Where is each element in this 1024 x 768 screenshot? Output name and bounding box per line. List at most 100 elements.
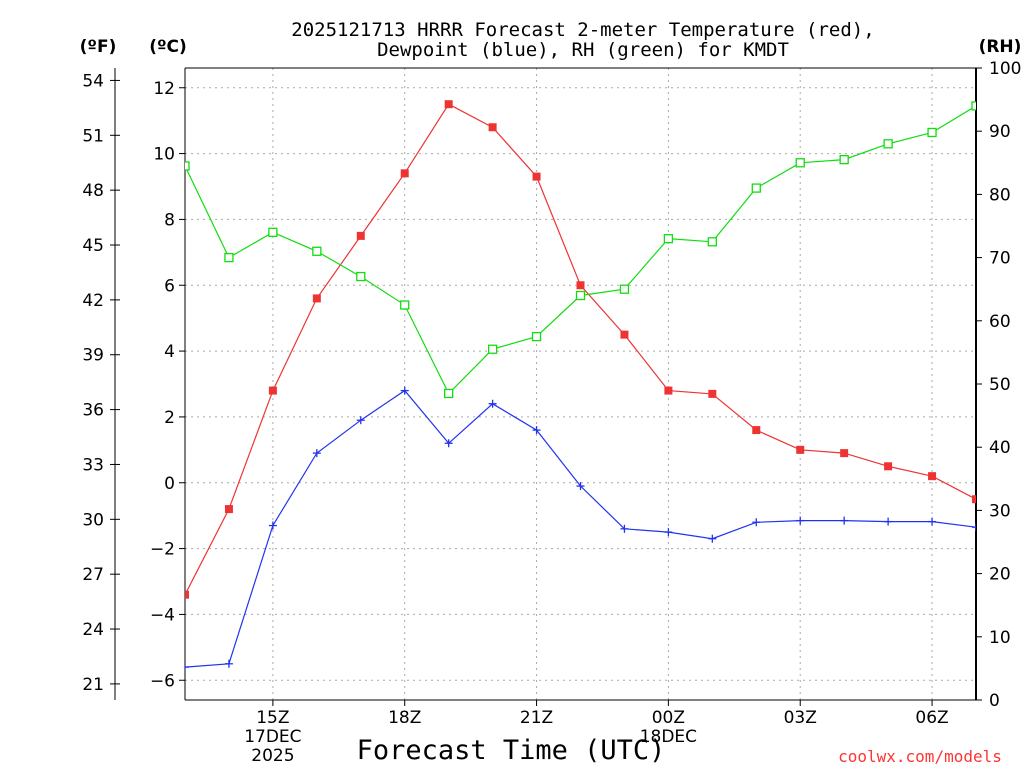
relative-humidity-point xyxy=(751,183,761,193)
fahrenheit-tick-label: 36 xyxy=(82,401,104,421)
dewpoint-point xyxy=(224,659,233,668)
relative-humidity-point xyxy=(400,300,410,310)
relative-humidity-point xyxy=(839,154,849,165)
rh-tick-label: 40 xyxy=(989,438,1011,458)
dewpoint-point xyxy=(400,386,409,395)
relative-humidity-point xyxy=(575,290,586,301)
2-meter-temperature-point xyxy=(796,445,805,454)
x-tick-label: 18Z xyxy=(388,708,421,728)
dewpoint-point xyxy=(972,523,976,532)
fahrenheit-tick-label: 54 xyxy=(82,71,104,91)
relative-humidity-point xyxy=(312,246,322,256)
relative-humidity-point xyxy=(927,127,937,138)
dewpoint-point xyxy=(268,521,277,530)
celsius-tick-label: −6 xyxy=(150,671,175,691)
2-meter-temperature-point xyxy=(488,123,497,132)
source-credit-link[interactable]: coolwx.com/models xyxy=(838,747,1002,766)
fahrenheit-unit-label: (ºF) xyxy=(80,37,117,57)
2-meter-temperature-point xyxy=(620,330,629,339)
relative-humidity-point xyxy=(224,252,234,263)
rh-tick-label: 0 xyxy=(989,691,1000,711)
relative-humidity-point xyxy=(795,158,805,168)
dewpoint-point xyxy=(532,426,541,435)
celsius-tick-label: 12 xyxy=(153,79,175,99)
x-tick-label: 21Z xyxy=(520,708,553,728)
rh-tick-label: 70 xyxy=(989,249,1011,269)
2-meter-temperature-point xyxy=(532,172,541,181)
rh-tick-label: 80 xyxy=(989,185,1011,205)
celsius-tick-label: 4 xyxy=(164,342,175,362)
relative-humidity-point xyxy=(531,331,542,342)
relative-humidity-point xyxy=(268,227,278,237)
dewpoint-point xyxy=(884,517,893,526)
dewpoint-point xyxy=(312,449,321,458)
fahrenheit-tick-label: 48 xyxy=(82,181,104,201)
chart-title-line2: Dewpoint (blue), RH (green) for KMDT xyxy=(377,39,789,61)
dewpoint-point xyxy=(620,524,629,533)
2-meter-temperature-point xyxy=(444,100,453,109)
celsius-tick-label: 0 xyxy=(164,474,175,494)
celsius-tick-label: 8 xyxy=(164,210,175,230)
relative-humidity-point xyxy=(487,344,498,354)
fahrenheit-tick-label: 27 xyxy=(82,565,104,585)
fahrenheit-tick-label: 21 xyxy=(82,675,104,695)
2-meter-temperature-point xyxy=(356,231,365,240)
x-tick-label: 06Z xyxy=(915,708,948,728)
relative-humidity-point xyxy=(707,237,717,247)
rh-tick-label: 30 xyxy=(989,501,1011,521)
fahrenheit-tick-label: 45 xyxy=(82,236,104,256)
rh-tick-label: 60 xyxy=(989,312,1011,332)
x-tick-label: 15Z xyxy=(256,708,289,728)
dewpoint-point xyxy=(185,663,189,672)
series-group xyxy=(185,100,976,672)
plot-frame xyxy=(184,67,977,701)
2-meter-temperature-point xyxy=(312,294,321,303)
fahrenheit-tick-label: 24 xyxy=(82,620,104,640)
2-meter-temperature-point xyxy=(664,386,673,395)
dewpoint-point xyxy=(356,416,365,425)
2-meter-temperature-point xyxy=(708,389,717,398)
dewpoint-point xyxy=(664,528,673,537)
relative-humidity-point xyxy=(356,271,366,282)
rh-unit-label: (RH) xyxy=(979,37,1022,57)
fahrenheit-tick-label: 39 xyxy=(82,346,104,366)
fahrenheit-tick-label: 42 xyxy=(82,291,104,311)
chart-axes: −6−4−20246810122124273033363942454851540… xyxy=(82,59,1021,766)
x-date-label: 17DEC xyxy=(244,727,301,747)
2-meter-temperature-point xyxy=(752,426,761,435)
2-meter-temperature-point xyxy=(884,462,893,471)
dewpoint-point xyxy=(576,482,585,491)
x-tick-label: 00Z xyxy=(652,708,685,728)
fahrenheit-tick-label: 30 xyxy=(82,510,104,530)
rh-tick-label: 50 xyxy=(989,375,1011,395)
relative-humidity-point xyxy=(883,139,893,149)
relative-humidity-point xyxy=(663,233,674,244)
rh-tick-label: 100 xyxy=(989,59,1021,79)
celsius-tick-label: −2 xyxy=(150,540,175,560)
relative-humidity-point xyxy=(619,284,630,294)
x-axis-title: Forecast Time (UTC) xyxy=(357,735,666,766)
relative-humidity-point xyxy=(185,161,190,171)
relative-humidity-point xyxy=(444,388,454,399)
dewpoint-point xyxy=(840,516,849,525)
celsius-unit-label: (ºC) xyxy=(149,37,187,57)
fahrenheit-tick-label: 51 xyxy=(82,126,104,146)
chart-title-line1: 2025121713 HRRR Forecast 2-meter Tempera… xyxy=(291,19,874,41)
dewpoint-point xyxy=(796,516,805,525)
x-date-label: 2025 xyxy=(251,746,294,766)
rh-tick-label: 10 xyxy=(989,628,1011,648)
celsius-tick-label: −4 xyxy=(150,605,175,625)
2-meter-temperature-point xyxy=(972,495,976,504)
x-tick-label: 03Z xyxy=(784,708,817,728)
2-meter-temperature-point xyxy=(185,590,189,599)
plot-grid xyxy=(185,68,976,700)
dewpoint-point xyxy=(708,534,717,543)
dewpoint-point xyxy=(444,439,453,448)
2-meter-temperature-point xyxy=(268,386,277,395)
2-meter-temperature-point xyxy=(224,505,233,514)
rh-tick-label: 90 xyxy=(989,122,1011,142)
dewpoint-point xyxy=(752,518,761,527)
relative-humidity-line xyxy=(185,105,976,395)
chart-series xyxy=(185,100,976,672)
